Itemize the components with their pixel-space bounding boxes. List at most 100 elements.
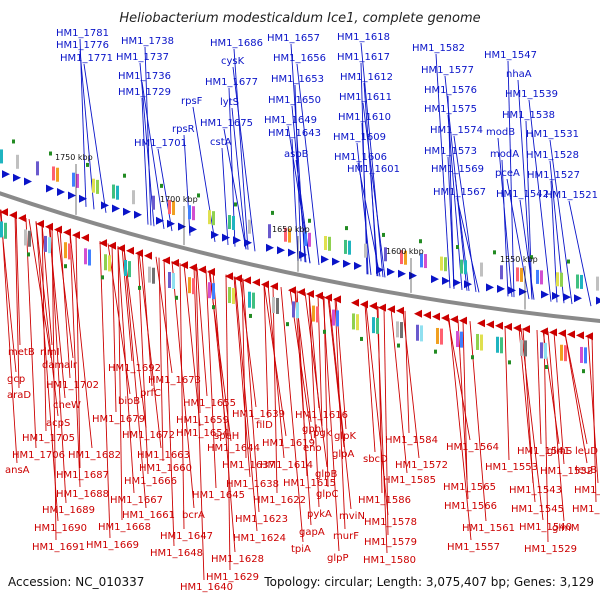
- gene-label: HM1_1628: [211, 554, 264, 565]
- feature-category-block: [68, 243, 71, 260]
- forward-gene-arrow: [266, 243, 274, 252]
- label-connector: [528, 99, 552, 302]
- label-connector: [447, 156, 455, 289]
- kbp-tick-label: 1600 kbp: [386, 247, 424, 256]
- gene-label: HM1_1663: [137, 450, 190, 461]
- label-connector: [263, 283, 269, 419]
- label-connector: [212, 271, 236, 553]
- forward-gene-arrow: [343, 259, 351, 268]
- feature-category-block: [580, 274, 583, 289]
- gene-label: HM1_1543: [509, 485, 562, 496]
- label-connector: [568, 200, 592, 307]
- feature-category-block: [48, 237, 51, 254]
- gene-label: HM1_1622: [253, 495, 306, 506]
- gene-label: bioB: [118, 396, 140, 407]
- gene-label: HM1_1586: [358, 495, 411, 506]
- forward-gene-arrow: [167, 219, 175, 228]
- label-connector: [267, 284, 285, 459]
- kbp-tick-label: 1650 kbp: [272, 225, 310, 234]
- gene-label: HM1_1689: [42, 505, 95, 516]
- reverse-gene-arrow: [189, 263, 197, 272]
- feature-category-block: [212, 211, 215, 226]
- reverse-gene-arrow: [423, 311, 431, 320]
- label-connector: [497, 137, 513, 297]
- feature-category-block: [208, 210, 211, 225]
- feature-category-block: [376, 317, 379, 334]
- label-connector: [280, 287, 304, 543]
- gene-label: cstA: [210, 137, 232, 148]
- label-connector: [435, 53, 451, 289]
- label-connector: [205, 269, 217, 489]
- feature-category-block: [88, 249, 91, 266]
- rna-feature-mark: [508, 360, 511, 365]
- label-connector: [390, 308, 408, 474]
- gene-label: HM1_1616: [295, 410, 348, 421]
- gene-label: HM1_1669: [86, 540, 139, 551]
- label-connector: [28, 219, 52, 359]
- label-connector: [179, 263, 185, 530]
- gene-label: HM1_1737: [116, 52, 169, 63]
- feature-category-block: [516, 267, 519, 282]
- feature-category-block: [500, 337, 503, 354]
- gene-label: HM1_1542: [496, 189, 549, 200]
- gene-label: HM1_1569: [431, 164, 484, 175]
- gene-label: rpsF: [181, 96, 203, 107]
- feature-category-block: [188, 205, 191, 220]
- label-connector: [121, 247, 133, 362]
- label-connector: [141, 81, 165, 229]
- reverse-gene-arrow: [144, 251, 152, 260]
- feature-category-block: [276, 297, 279, 314]
- feature-category-block: [304, 231, 307, 246]
- reverse-gene-arrow: [513, 324, 521, 333]
- reverse-gene-arrow: [414, 309, 422, 318]
- label-connector: [525, 120, 533, 300]
- gene-label: HM1_1637: [222, 460, 275, 471]
- forward-gene-arrow: [189, 225, 197, 234]
- gene-label: HM1_1574: [430, 125, 483, 136]
- feature-category-block: [0, 221, 3, 238]
- gene-label: HM1_1538: [502, 110, 555, 121]
- feature-category-block: [208, 282, 211, 299]
- gene-label: HM1_1619: [262, 438, 315, 449]
- gene-label: aspB: [284, 149, 309, 160]
- map-title: Heliobacterium modesticaldum Ice1, compl…: [119, 11, 480, 26]
- forward-gene-arrow: [486, 283, 494, 292]
- gene-label: HM1_1611: [339, 92, 392, 103]
- gene-label: glpC: [316, 489, 338, 500]
- gene-label: HM1_1638: [226, 479, 279, 490]
- feature-category-block: [316, 306, 319, 323]
- feature-category-block: [108, 255, 111, 272]
- feature-category-block: [384, 247, 387, 262]
- label-connector: [117, 246, 135, 494]
- gene-label: speH: [214, 431, 239, 442]
- reverse-gene-arrow: [234, 274, 242, 283]
- gene-label: HM1_1656: [273, 53, 326, 64]
- forward-gene-arrow: [211, 230, 219, 239]
- gene-label: cheW: [53, 400, 81, 411]
- feature-category-block: [104, 254, 107, 271]
- label-connector: [543, 330, 549, 543]
- feature-category-block: [132, 190, 135, 205]
- label-connector: [14, 214, 20, 389]
- gene-label: HM1_1648: [150, 548, 203, 559]
- gene-label: HM1_1701: [134, 138, 187, 149]
- gene-label: HM1_1690: [34, 523, 87, 534]
- feature-category-block: [212, 283, 215, 300]
- gene-label: sbcD: [363, 454, 388, 465]
- feature-category-block: [444, 257, 447, 272]
- feature-category-block: [192, 206, 195, 221]
- rna-feature-mark: [323, 329, 326, 334]
- forward-gene-arrow: [387, 267, 395, 276]
- label-connector: [69, 232, 81, 488]
- gene-label: HM1_1615: [283, 478, 336, 489]
- feature-category-block: [172, 201, 175, 216]
- label-connector: [549, 139, 573, 305]
- gene-label: HM1_1532: [540, 466, 593, 477]
- gene-label: HM1_1654: [176, 428, 229, 439]
- feature-category-block: [312, 305, 315, 322]
- forward-gene-arrow: [288, 248, 296, 257]
- gene-label: HM1_1647: [160, 531, 213, 542]
- gene-label: HM1_1639: [232, 409, 285, 420]
